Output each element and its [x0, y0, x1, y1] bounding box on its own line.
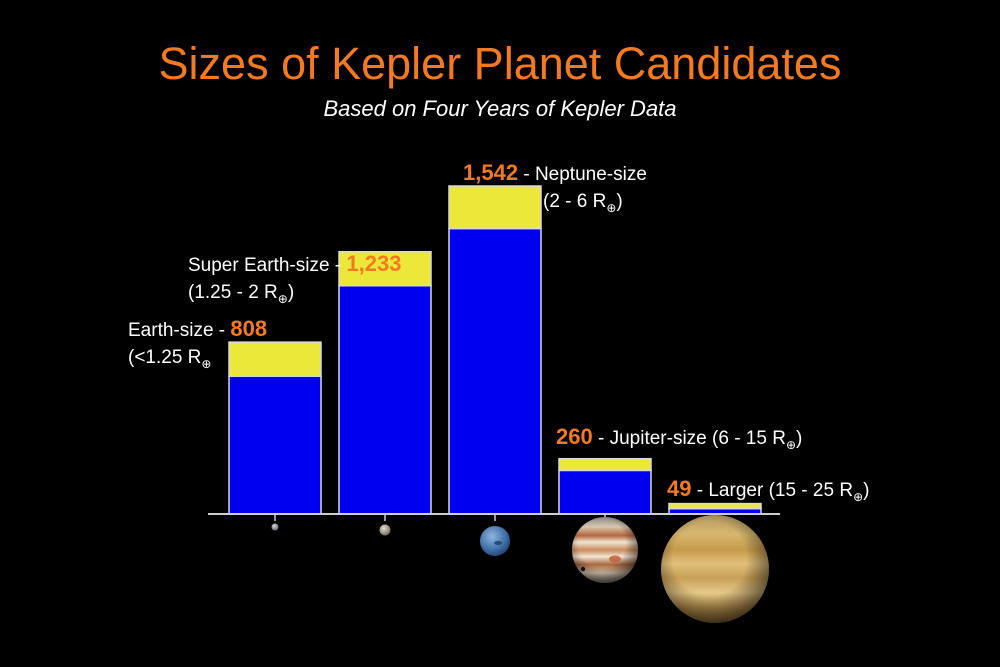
bar-neptune-size-main — [448, 227, 542, 515]
bar-earth-size-main — [228, 375, 322, 515]
label-super-earth-size: Super Earth-size - 1,233 — [188, 251, 401, 276]
bar-larger-top — [668, 502, 762, 510]
super-earth-planet-icon — [379, 524, 391, 536]
label-earth-size: Earth-size - 808 — [128, 316, 267, 341]
bar-neptune-size-top — [448, 185, 542, 230]
jupiter-planet-icon — [572, 517, 638, 583]
bar-super-earth-size-main — [338, 285, 432, 515]
bar-super-earth-size-top — [338, 250, 432, 287]
bar-jupiter-size-top — [558, 457, 652, 472]
chart-title: Sizes of Kepler Planet Candidates — [158, 38, 842, 89]
large-gas-planet-icon — [661, 515, 769, 623]
label-neptune-size-range: (2 - 6 R⊕) — [543, 191, 623, 215]
label-super-earth-size-range: (1.25 - 2 R⊕) — [188, 282, 294, 306]
neptune-planet-icon — [480, 526, 510, 556]
small-rocky-planet-icon — [271, 523, 279, 531]
label-jupiter-size: 260 - Jupiter-size (6 - 15 R⊕) — [556, 424, 802, 452]
label-neptune-size: 1,542 - Neptune-size — [463, 160, 647, 185]
label-earth-size-range: (<1.25 R⊕ — [128, 347, 211, 371]
bar-earth-size-top — [228, 341, 322, 377]
label-larger: 49 - Larger (15 - 25 R⊕) — [667, 476, 869, 504]
chart-subtitle: Based on Four Years of Kepler Data — [323, 96, 677, 121]
bar-jupiter-size-main — [558, 469, 652, 515]
